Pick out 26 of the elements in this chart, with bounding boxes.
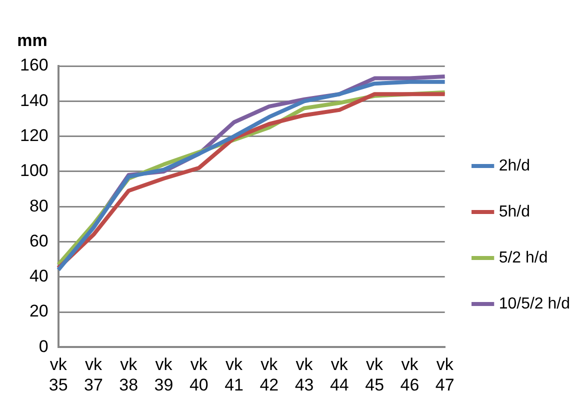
y-tick-label: 140 — [20, 90, 48, 110]
y-tick-label: 100 — [20, 161, 48, 180]
y-tick-label: 0 — [38, 336, 48, 356]
x-tick-label: vk 35 — [48, 355, 68, 394]
x-tick-label: vk 42 — [260, 355, 279, 394]
legend-label: 10/5/2 h/d — [498, 295, 570, 312]
x-tick-label: vk 46 — [400, 355, 420, 394]
y-tick-label: 160 — [20, 56, 48, 75]
x-tick-label: vk 47 — [435, 355, 454, 394]
legend-label: 2h/d — [498, 157, 530, 174]
legend-label: 5h/d — [498, 203, 530, 220]
x-tick-label: vk 43 — [294, 355, 314, 394]
y-tick-label: 20 — [29, 302, 48, 321]
x-tick-label: vk 44 — [330, 355, 349, 394]
x-tick-label: vk 37 — [84, 355, 103, 394]
x-tick-label: vk 40 — [189, 355, 208, 394]
legend-label: 5/2 h/d — [498, 249, 548, 266]
x-tick-label: vk 38 — [119, 355, 138, 394]
y-tick-label: 120 — [20, 126, 48, 145]
y-tick-label: 80 — [29, 196, 48, 216]
y-axis-title: mm — [17, 31, 48, 50]
x-tick-label: vk 39 — [154, 355, 174, 394]
y-tick-label: 60 — [29, 231, 48, 250]
y-tick-label: 40 — [29, 266, 48, 286]
x-tick-label: vk 41 — [224, 355, 244, 394]
x-tick-label: vk 45 — [365, 355, 384, 394]
